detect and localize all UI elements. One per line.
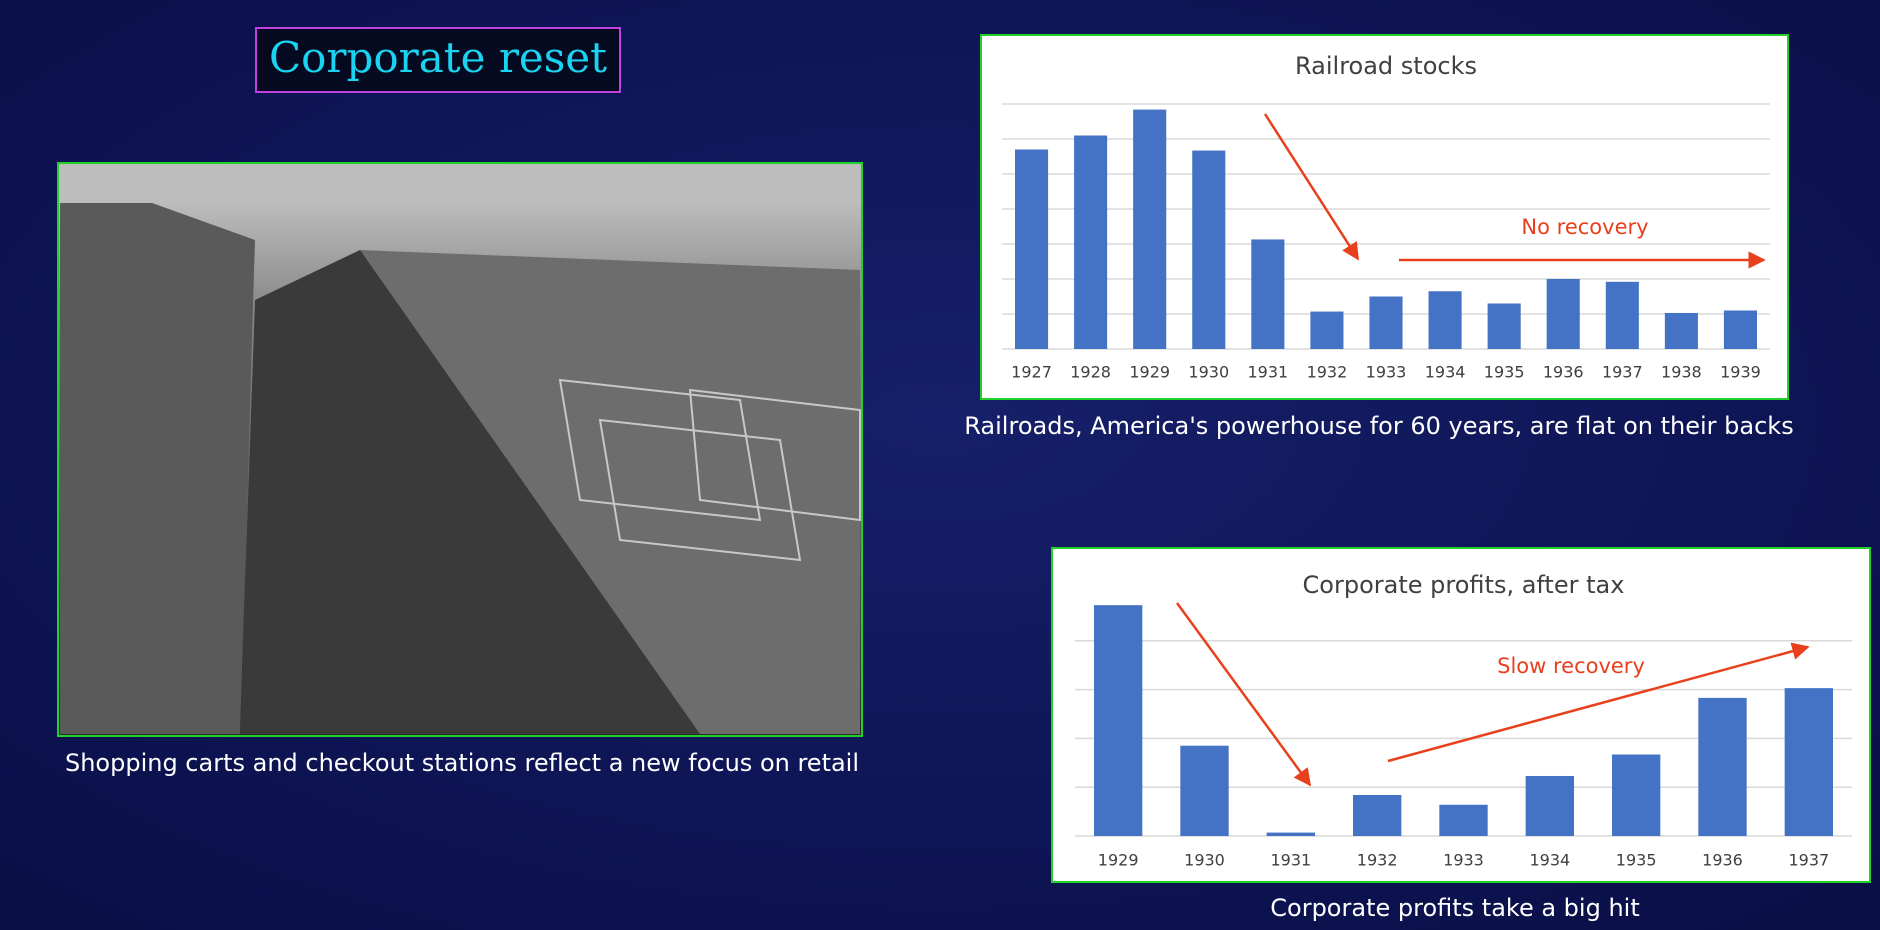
x-tick-label: 1930: [1188, 363, 1229, 382]
photo-caption: Shopping carts and checkout stations ref…: [65, 749, 859, 777]
x-tick-label: 1936: [1702, 851, 1743, 870]
x-tick-label: 1932: [1357, 851, 1398, 870]
chart-title: Corporate profits, after tax: [1303, 571, 1625, 599]
x-tick-label: 1934: [1425, 363, 1466, 382]
bar: [1266, 832, 1316, 836]
bar: [1698, 697, 1747, 836]
bar: [1192, 150, 1226, 349]
x-tick-label: 1927: [1011, 363, 1052, 382]
bar: [1723, 310, 1758, 349]
chart-caption: Railroads, America's powerhouse for 60 y…: [964, 412, 1793, 440]
slide-title: Corporate reset: [269, 33, 607, 82]
x-tick-label: 1934: [1529, 851, 1570, 870]
trend-arrow: [1387, 642, 1810, 763]
x-tick-label: 1933: [1366, 363, 1407, 382]
bar: [1546, 279, 1580, 349]
x-tick-label: 1931: [1270, 851, 1311, 870]
x-tick-label: 1928: [1070, 363, 1111, 382]
bar: [1180, 745, 1229, 836]
bar: [1369, 296, 1403, 349]
bar: [1074, 135, 1108, 349]
x-tick-label: 1937: [1788, 851, 1829, 870]
x-tick-label: 1937: [1602, 363, 1643, 382]
bar: [1310, 311, 1344, 349]
bar: [1611, 754, 1661, 836]
bar: [1133, 109, 1167, 349]
x-tick-label: 1929: [1129, 363, 1170, 382]
bar: [1093, 605, 1143, 836]
bar: [1251, 239, 1285, 349]
bar: [1525, 775, 1575, 836]
bar: [1428, 291, 1462, 349]
bar: [1439, 804, 1488, 836]
x-tick-label: 1933: [1443, 851, 1484, 870]
trend-arrow: [1175, 602, 1312, 787]
x-tick-label: 1939: [1720, 363, 1761, 382]
x-tick-label: 1929: [1098, 851, 1139, 870]
chart-title: Railroad stocks: [1295, 52, 1477, 80]
title-box: [255, 27, 621, 93]
bar: [1352, 795, 1402, 836]
bar: [1784, 688, 1834, 836]
x-tick-label: 1932: [1307, 363, 1348, 382]
bar: [1014, 149, 1049, 349]
bar: [1487, 303, 1521, 349]
x-tick-label: 1930: [1184, 851, 1225, 870]
x-tick-label: 1931: [1247, 363, 1288, 382]
x-tick-label: 1938: [1661, 363, 1702, 382]
x-tick-label: 1936: [1543, 363, 1584, 382]
photo: [57, 162, 863, 737]
trend-arrow: [1263, 113, 1360, 261]
chart-caption: Corporate profits take a big hit: [1270, 894, 1639, 922]
bar: [1664, 312, 1698, 349]
bar: [1605, 281, 1639, 349]
x-tick-label: 1935: [1616, 851, 1657, 870]
annotation: Slow recovery: [1497, 654, 1645, 678]
annotation: No recovery: [1521, 215, 1648, 239]
x-tick-label: 1935: [1484, 363, 1525, 382]
